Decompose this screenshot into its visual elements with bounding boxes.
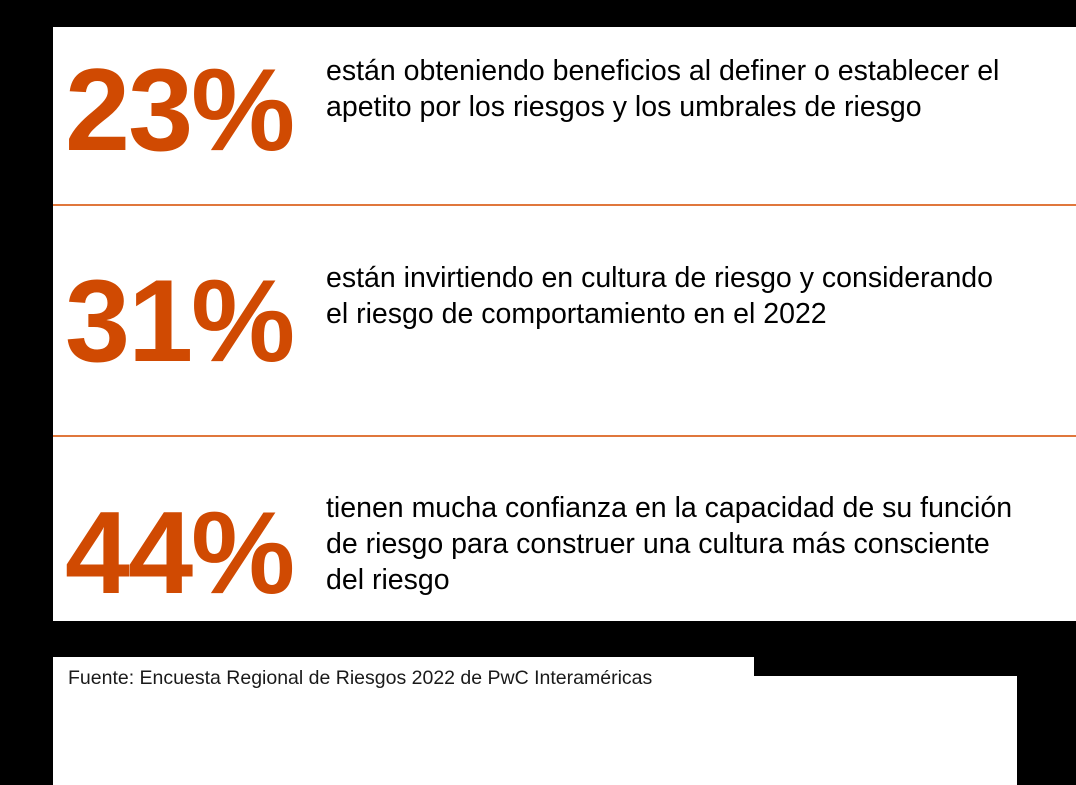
stats-panel: 23% están obteniendo beneficios al defin… bbox=[53, 27, 1076, 621]
footer-panel bbox=[53, 676, 1017, 785]
stat-value: 44% bbox=[65, 487, 295, 618]
stat-row-3: 44% tienen mucha confianza en la capacid… bbox=[53, 437, 1076, 621]
stat-value: 31% bbox=[65, 255, 295, 386]
stat-row-2: 31% están invirtiendo en cultura de ries… bbox=[53, 206, 1076, 435]
footer-panel-tab bbox=[53, 657, 754, 676]
stat-value: 23% bbox=[65, 44, 295, 175]
stat-description: están invirtiendo en cultura de riesgo y… bbox=[326, 262, 993, 330]
divider bbox=[53, 435, 1076, 437]
stat-description: tienen mucha confianza en la capacidad d… bbox=[326, 492, 1013, 596]
divider bbox=[53, 204, 1076, 206]
stat-row-1: 23% están obteniendo beneficios al defin… bbox=[53, 27, 1076, 204]
stat-description: están obteniendo beneficios al definer o… bbox=[326, 55, 1000, 123]
source-note: Fuente: Encuesta Regional de Riesgos 202… bbox=[68, 667, 653, 689]
